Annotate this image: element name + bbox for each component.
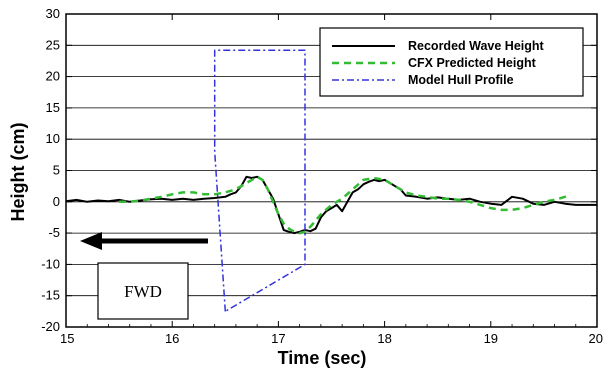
x-tick-label: 16: [165, 331, 179, 346]
legend-box: [319, 27, 584, 97]
x-tick-label: 18: [377, 331, 391, 346]
series-group: [65, 49, 597, 313]
y-tick-label: 5: [53, 163, 60, 178]
legend-label-hull: Model Hull Profile: [408, 73, 514, 87]
x-tick-label: 20: [589, 331, 603, 346]
x-axis-label: Time (sec): [278, 348, 367, 368]
y-tick-label: 30: [46, 6, 60, 21]
x-tick-label: 15: [60, 331, 74, 346]
y-tick-label: -15: [41, 288, 60, 303]
fwd-annotation: FWD: [80, 232, 208, 320]
x-tick-label: 19: [484, 331, 498, 346]
y-tick-label: -5: [48, 225, 60, 240]
y-tick-label: 10: [46, 131, 60, 146]
series-line-model-hull-profile: [213, 49, 306, 313]
y-tick-label: 20: [46, 69, 60, 84]
y-tick-label: 25: [46, 37, 60, 52]
legend-label-recorded: Recorded Wave Height: [408, 39, 545, 53]
legend-label-cfx: CFX Predicted Height: [408, 56, 537, 70]
y-tick-label: -10: [41, 256, 60, 271]
axis-ticks: [65, 13, 598, 328]
fwd-box: [97, 262, 189, 320]
y-tick-label: -20: [41, 319, 60, 334]
tick-labels: -20 -15 -10 -5 0 5 10 15 20 25 30 15 16 17 18 19 20: [41, 6, 603, 346]
x-tick-label: 17: [271, 331, 285, 346]
fwd-label: FWD: [124, 282, 162, 301]
y-tick-label: 15: [46, 100, 60, 115]
y-axis-label: Height (cm): [8, 122, 28, 221]
fwd-arrow-head-icon: [80, 232, 102, 250]
y-tick-label: 0: [53, 194, 60, 209]
series-line-recorded-wave-height: [65, 175, 597, 235]
series-line-cfx-predicted-height: [119, 175, 572, 235]
legend: Recorded Wave Height CFX Predicted Heigh…: [319, 27, 584, 97]
